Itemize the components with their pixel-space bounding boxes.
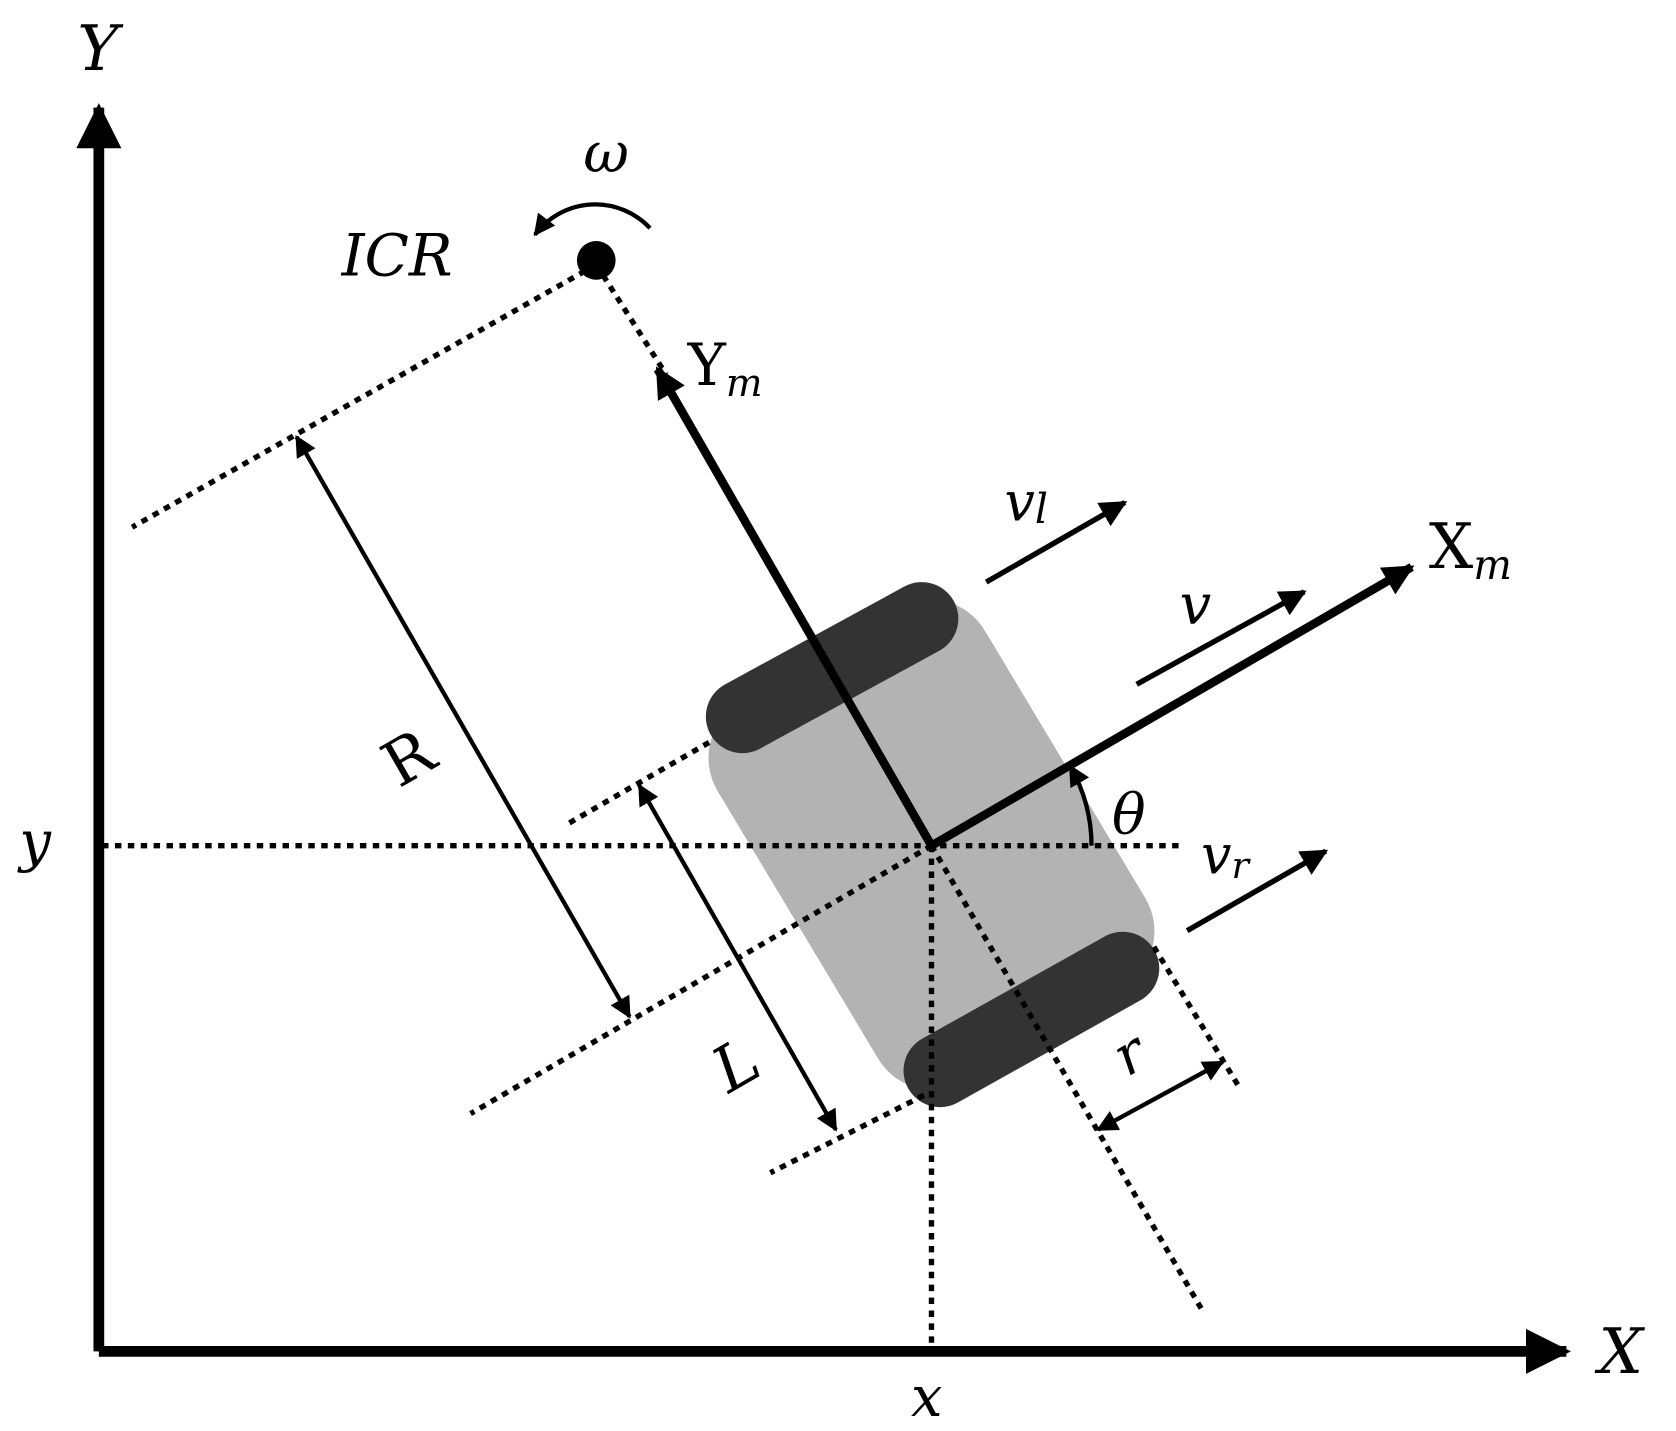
v-label: v xyxy=(1180,573,1212,638)
vl-arrow xyxy=(984,500,1128,585)
vl-label: vl xyxy=(1005,471,1048,534)
icr-point xyxy=(576,241,616,280)
L-label: L xyxy=(699,1023,772,1107)
vr-arrow xyxy=(1185,848,1329,934)
omega-label: ω xyxy=(583,121,629,186)
icr-label: ICR xyxy=(341,221,453,289)
construction-lines xyxy=(102,262,1244,1345)
R-dimension-arrow xyxy=(294,434,632,1019)
theta-arc xyxy=(1068,764,1094,846)
vr-label: vr xyxy=(1201,824,1251,887)
R-label: R xyxy=(370,714,449,802)
world-y-axis-label: Y xyxy=(77,12,124,85)
x-coordinate-label: x xyxy=(911,1365,943,1430)
r-dimension-arrow xyxy=(1096,1060,1225,1132)
theta-label: θ xyxy=(1112,783,1146,848)
xm-axis xyxy=(929,563,1415,850)
right-wheel xyxy=(903,931,1160,1108)
ym-label: Ym xyxy=(687,331,763,406)
r-label: r xyxy=(1102,1018,1160,1089)
xm-label: Xm xyxy=(1429,510,1512,589)
world-x-axis-label: X xyxy=(1594,1315,1646,1388)
omega-arc xyxy=(533,202,652,237)
v-arrow xyxy=(1135,589,1307,687)
L-dimension-arrow xyxy=(637,783,838,1132)
ym-axis xyxy=(653,366,936,848)
y-coordinate-label: y xyxy=(16,810,52,875)
